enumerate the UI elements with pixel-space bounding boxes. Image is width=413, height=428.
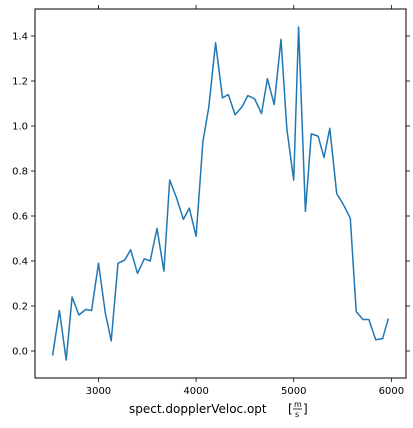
plot-frame [34, 8, 407, 379]
x-tick-label: 4000 [183, 386, 208, 397]
y-tick-label: 1.0 [12, 122, 28, 133]
x-axis-unit-numerator: m [294, 400, 302, 409]
series-line [51, 26, 390, 361]
x-tick-label: 6000 [379, 386, 404, 397]
y-tick-label: 0.2 [12, 302, 28, 313]
y-tick-label: 0.6 [12, 212, 28, 223]
x-axis-unit-open-bracket: [ [288, 402, 293, 416]
y-tick-label: 1.2 [12, 77, 28, 88]
x-tick-label: 3000 [86, 386, 111, 397]
x-axis-label: spect.dopplerVeloc.opt [129, 402, 267, 416]
y-tick-label: 1.4 [12, 32, 28, 43]
y-tick-label: 0.4 [12, 257, 28, 268]
x-axis-unit-denominator: s [295, 410, 299, 419]
x-axis-ticks: 3000 4000 5000 6000 [86, 5, 404, 397]
x-tick-label: 5000 [281, 386, 306, 397]
y-tick-label: 0.8 [12, 167, 28, 178]
x-axis-title: spect.dopplerVeloc.opt [ m s ] [129, 400, 308, 419]
x-axis-unit-close-bracket: ] [303, 402, 308, 416]
y-tick-label: 0.0 [12, 347, 28, 358]
y-axis-ticks: 0.0 0.2 0.4 0.6 0.8 1.0 1.2 1.4 [12, 32, 410, 358]
